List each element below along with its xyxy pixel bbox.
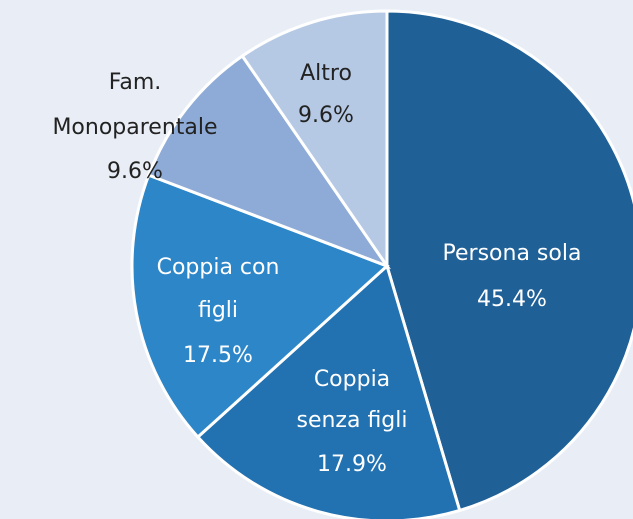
- label-line: Persona sola: [443, 241, 582, 266]
- pie-slice: [195, 263, 462, 519]
- label-line: Coppia: [314, 367, 390, 392]
- slice-value-label: 9.6%: [107, 159, 163, 184]
- pie-slice: [130, 173, 390, 440]
- slice-value-label: 45.4%: [477, 287, 547, 312]
- label-line: Coppia con: [157, 255, 280, 280]
- label-line: Monoparentale: [52, 115, 217, 140]
- slice-label: Coppia senza figli: [296, 367, 407, 433]
- slice-value-label: 17.5%: [183, 343, 253, 368]
- slice-value-label: 9.6%: [298, 103, 354, 128]
- pie-slice: [240, 9, 389, 271]
- label-line: Fam.: [109, 70, 162, 95]
- pie-slice: [385, 9, 633, 513]
- slice-value-label: 17.9%: [317, 452, 387, 477]
- slice-label: Coppia con figli: [157, 255, 280, 323]
- label-line: senza figli: [296, 408, 407, 433]
- label-line: Altro: [300, 61, 352, 86]
- slice-label: Persona sola: [443, 241, 582, 266]
- pie-slice: [146, 53, 391, 270]
- slice-label: Altro: [300, 61, 352, 86]
- slice-label: Fam. Monoparentale: [52, 70, 217, 140]
- label-line: figli: [198, 298, 238, 323]
